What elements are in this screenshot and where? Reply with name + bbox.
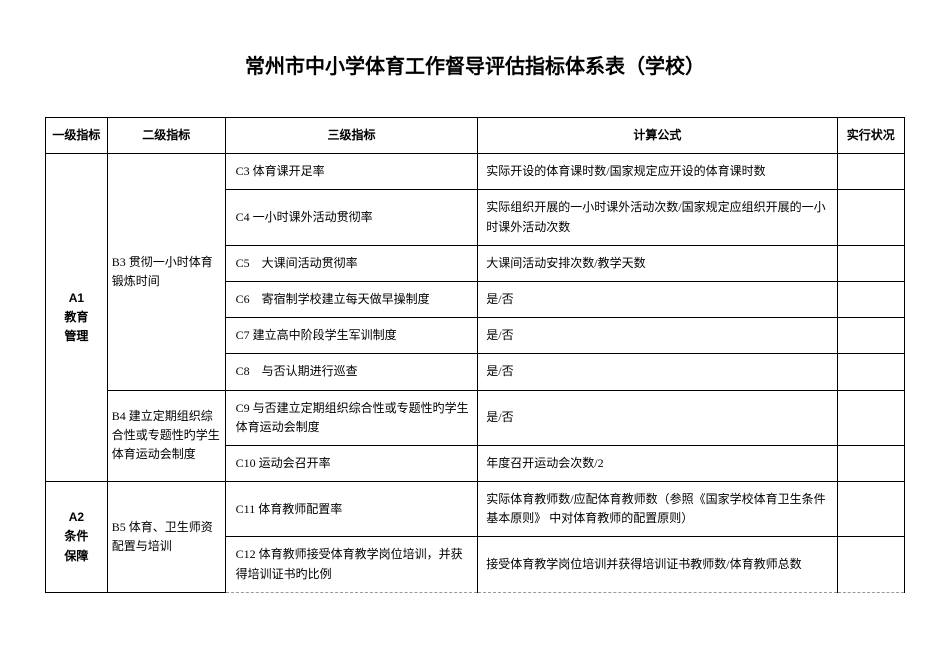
cell-status: [837, 445, 904, 481]
cell-c5: C5 大课间活动贯彻率: [225, 245, 478, 281]
cell-c10: C10 运动会召开率: [225, 445, 478, 481]
cell-c3: C3 体育课开足率: [225, 154, 478, 190]
cell-b3: B3 贯彻一小时体育锻炼时间: [107, 154, 225, 390]
table-row: A1教育管理 B3 贯彻一小时体育锻炼时间 C3 体育课开足率 实际开设的体育课…: [46, 154, 905, 190]
cell-a2: A2条件保障: [46, 482, 108, 593]
cell-status: [837, 154, 904, 190]
cell-c12: C12 体育教师接受体育教学岗位培训，并获得培训证书旳比例: [225, 537, 478, 592]
cell-f12: 接受体育教学岗位培训并获得培训证书教师数/体育教师总数: [478, 537, 837, 592]
header-col2: 二级指标: [107, 118, 225, 154]
cell-f4: 实际组织开展的一小时课外活动次数/国家规定应组织开展的一小时课外活动次数: [478, 190, 837, 245]
table-row: B4 建立定期组织综合性或专题性旳学生体育运动会制度 C9 与否建立定期组织综合…: [46, 390, 905, 445]
cell-f6: 是/否: [478, 281, 837, 317]
cell-a1: A1教育管理: [46, 154, 108, 482]
header-col1: 一级指标: [46, 118, 108, 154]
cell-c11: C11 体育教师配置率: [225, 482, 478, 537]
table-row: A2条件保障 B5 体育、卫生师资配置与培训 C11 体育教师配置率 实际体育教…: [46, 482, 905, 537]
cell-f8: 是/否: [478, 354, 837, 390]
cell-f7: 是/否: [478, 318, 837, 354]
cell-status: [837, 281, 904, 317]
cell-f9: 是/否: [478, 390, 837, 445]
cell-status: [837, 318, 904, 354]
cell-b4: B4 建立定期组织综合性或专题性旳学生体育运动会制度: [107, 390, 225, 482]
cell-status: [837, 390, 904, 445]
cell-f10: 年度召开运动会次数/2: [478, 445, 837, 481]
indicator-table: 一级指标 二级指标 三级指标 计算公式 实行状况 A1教育管理 B3 贯彻一小时…: [45, 117, 905, 593]
cell-f11: 实际体育教师数/应配体育教师数（参照《国家学校体育卫生条件基本原则》 中对体育教…: [478, 482, 837, 537]
cell-status: [837, 190, 904, 245]
cell-status: [837, 245, 904, 281]
cell-c4: C4 一小时课外活动贯彻率: [225, 190, 478, 245]
header-col3: 三级指标: [225, 118, 478, 154]
header-col4: 计算公式: [478, 118, 837, 154]
cell-status: [837, 354, 904, 390]
header-col5: 实行状况: [837, 118, 904, 154]
cell-c8: C8 与否认期进行巡查: [225, 354, 478, 390]
cell-f5: 大课间活动安排次数/教学天数: [478, 245, 837, 281]
cell-b5: B5 体育、卫生师资配置与培训: [107, 482, 225, 593]
cell-f3: 实际开设的体育课时数/国家规定应开设的体育课时数: [478, 154, 837, 190]
table-header-row: 一级指标 二级指标 三级指标 计算公式 实行状况: [46, 118, 905, 154]
page-title: 常州市中小学体育工作督导评估指标体系表（学校）: [45, 50, 905, 79]
cell-status: [837, 482, 904, 537]
cell-c6: C6 寄宿制学校建立每天做早操制度: [225, 281, 478, 317]
cell-c9: C9 与否建立定期组织综合性或专题性旳学生体育运动会制度: [225, 390, 478, 445]
cell-c7: C7 建立高中阶段学生军训制度: [225, 318, 478, 354]
cell-status: [837, 537, 904, 592]
